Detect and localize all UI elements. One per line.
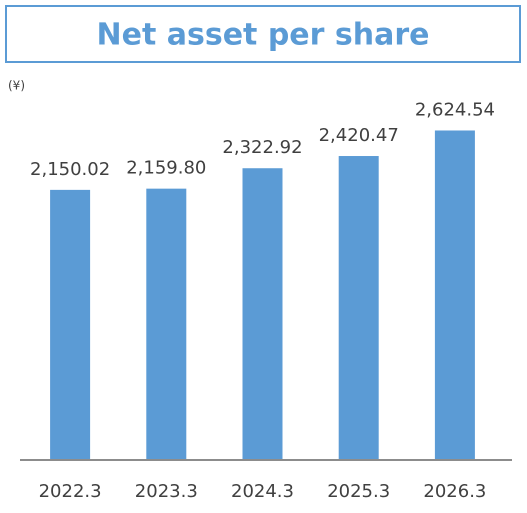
value-label: 2,420.47 [319,125,399,146]
bar [434,130,475,460]
value-label: 2,322.92 [222,137,302,158]
chart-title: Net asset per share [97,18,430,53]
bar [146,188,187,459]
title-box [5,5,521,63]
value-label: 2,150.02 [30,159,110,180]
value-label: 2,624.54 [415,99,495,120]
x-tick-label: 2026.3 [423,481,486,502]
x-tick-label: 2023.3 [135,481,198,502]
x-tick-label: 2025.3 [327,481,390,502]
x-tick-label: 2024.3 [231,481,294,502]
y-axis-label: (¥) [8,79,25,93]
bar [338,156,379,459]
value-label: 2,159.80 [126,158,206,179]
bar [242,168,283,459]
x-tick-label: 2022.3 [39,481,102,502]
bar [50,189,91,459]
